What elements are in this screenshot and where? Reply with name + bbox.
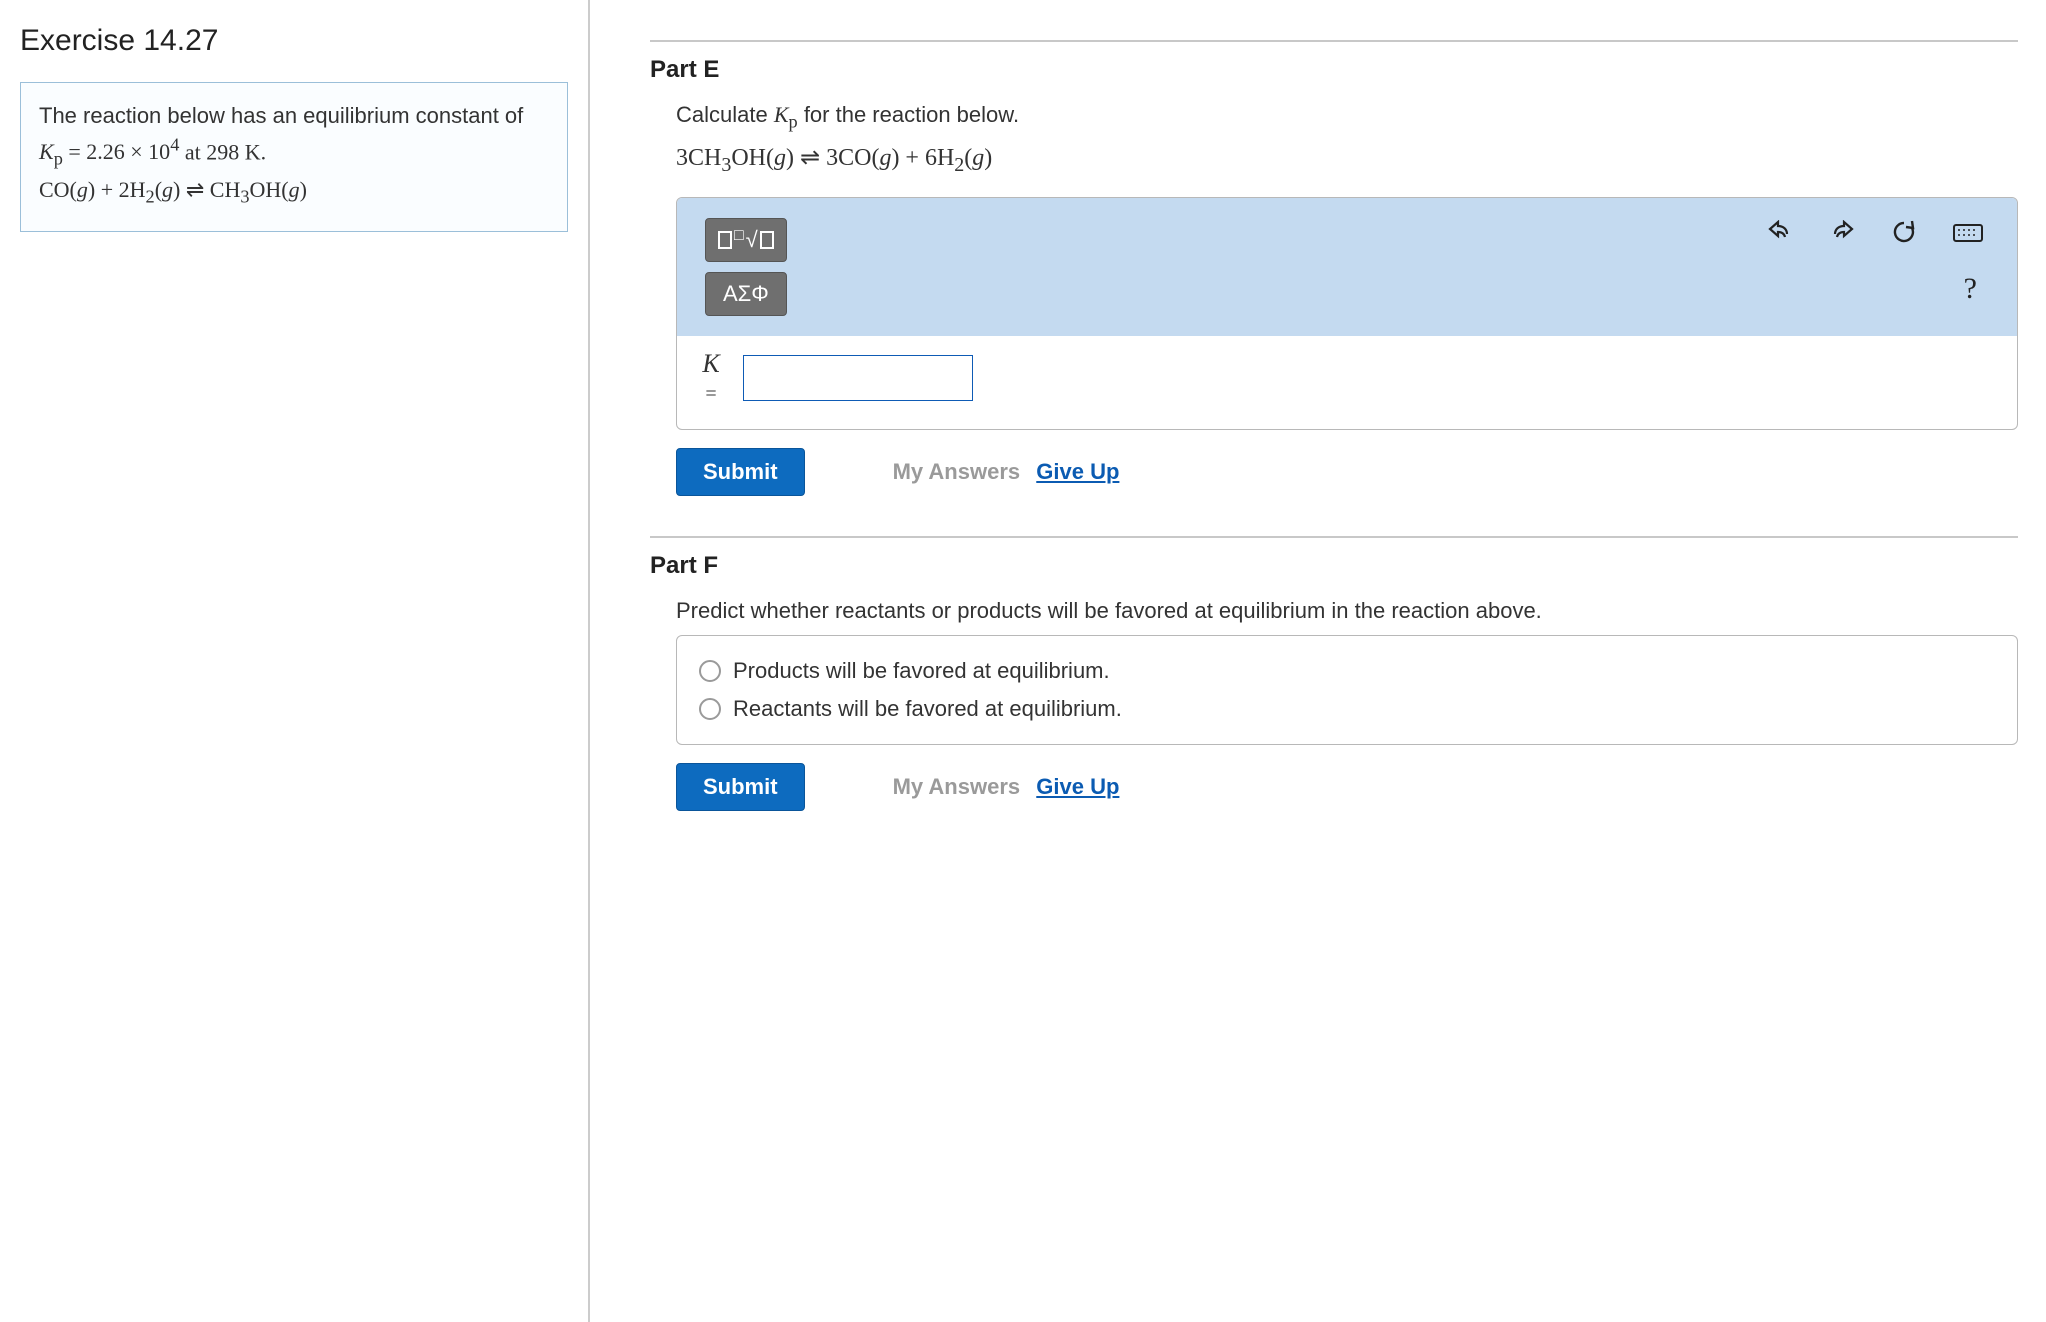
help-button[interactable]: ? [1958, 271, 1983, 307]
give-up-link[interactable]: Give Up [1036, 774, 1119, 799]
part-e: Part E Calculate Kp for the reaction bel… [650, 40, 2018, 496]
answer-panel: □√ ΑΣΦ [676, 197, 2018, 430]
submit-button[interactable]: Submit [676, 448, 805, 496]
undo-icon [1767, 220, 1793, 250]
part-f-actions: Submit My Answers Give Up [676, 763, 2018, 811]
reset-icon [1891, 221, 1917, 251]
part-e-prompt: Calculate Kp for the reaction below. [676, 100, 2018, 135]
part-divider [650, 536, 2018, 538]
redo-button[interactable] [1823, 219, 1861, 252]
prompt-pre: Calculate [676, 102, 774, 127]
reaction-original: CO(g) + 2H2(g) ⇌ CH3OH(g) [39, 173, 549, 211]
part-f-header: Part F [650, 552, 2018, 580]
part-e-header: Part E [650, 56, 2018, 84]
radio-label: Reactants will be favored at equilibrium… [733, 696, 1122, 722]
kp-tail: at 298 K. [179, 139, 266, 164]
radio-panel: Products will be favored at equilibrium.… [676, 635, 2018, 745]
tool-cluster-left: □√ ΑΣΦ [705, 218, 787, 316]
undo-button[interactable] [1761, 219, 1799, 252]
page-container: Exercise 14.27 The reaction below has an… [0, 0, 2046, 1322]
answer-entry-row: K = [677, 336, 2017, 429]
part-e-actions: Submit My Answers Give Up [676, 448, 2018, 496]
kp-sub: p [789, 111, 798, 131]
reset-button[interactable] [1885, 218, 1923, 253]
radio-option-products[interactable]: Products will be favored at equilibrium. [699, 652, 1995, 690]
equation-toolbar: □√ ΑΣΦ [677, 198, 2017, 336]
toolbar-right: ? [1761, 218, 1989, 307]
redo-icon [1829, 220, 1855, 250]
radio-circle-icon[interactable] [699, 698, 721, 720]
kp-expr: Kp = 2.26 × 104 [39, 139, 179, 164]
k-eq: = [705, 383, 716, 405]
problem-info-box: The reaction below has an equilibrium co… [20, 82, 568, 232]
right-panel: Part E Calculate Kp for the reaction bel… [590, 0, 2046, 1322]
answer-k-label: K = [695, 350, 727, 407]
submit-button[interactable]: Submit [676, 763, 805, 811]
submit-label: Submit [703, 459, 778, 484]
give-up-link[interactable]: Give Up [1036, 459, 1119, 484]
prompt-post: for the reaction below. [798, 102, 1019, 127]
part-e-reaction: 3CH3OH(g) ⇌ 3CO(g) + 6H2(g) [676, 143, 2018, 177]
radio-label: Products will be favored at equilibrium. [733, 658, 1110, 684]
part-f-prompt: Predict whether reactants or products wi… [676, 596, 2018, 627]
info-text: The reaction below has an equilibrium co… [39, 99, 549, 132]
answers-links: My Answers Give Up [893, 459, 1120, 485]
template-tool-button[interactable]: □√ [705, 218, 787, 262]
toolbar-icon-row [1761, 218, 1989, 253]
exercise-title: Exercise 14.27 [20, 24, 568, 58]
answers-links: My Answers Give Up [893, 774, 1120, 800]
help-icon: ? [1964, 272, 1977, 305]
radio-circle-icon[interactable] [699, 660, 721, 682]
part-f: Part F Predict whether reactants or prod… [650, 536, 2018, 811]
part-divider [650, 40, 2018, 42]
greek-tool-label: ΑΣΦ [723, 281, 769, 307]
kp-var: K [774, 102, 789, 127]
left-panel: Exercise 14.27 The reaction below has an… [0, 0, 590, 1322]
submit-label: Submit [703, 774, 778, 799]
keyboard-icon [1953, 220, 1983, 250]
my-answers-link[interactable]: My Answers [893, 459, 1021, 484]
template-tool-icon: □√ [718, 227, 774, 253]
keyboard-button[interactable] [1947, 219, 1989, 252]
greek-tool-button[interactable]: ΑΣΦ [705, 272, 787, 316]
radio-option-reactants[interactable]: Reactants will be favored at equilibrium… [699, 690, 1995, 728]
kp-answer-input[interactable] [743, 355, 973, 401]
my-answers-link[interactable]: My Answers [893, 774, 1021, 799]
kp-line: Kp = 2.26 × 104 at 298 K. [39, 132, 549, 173]
k-var: K [702, 349, 719, 378]
